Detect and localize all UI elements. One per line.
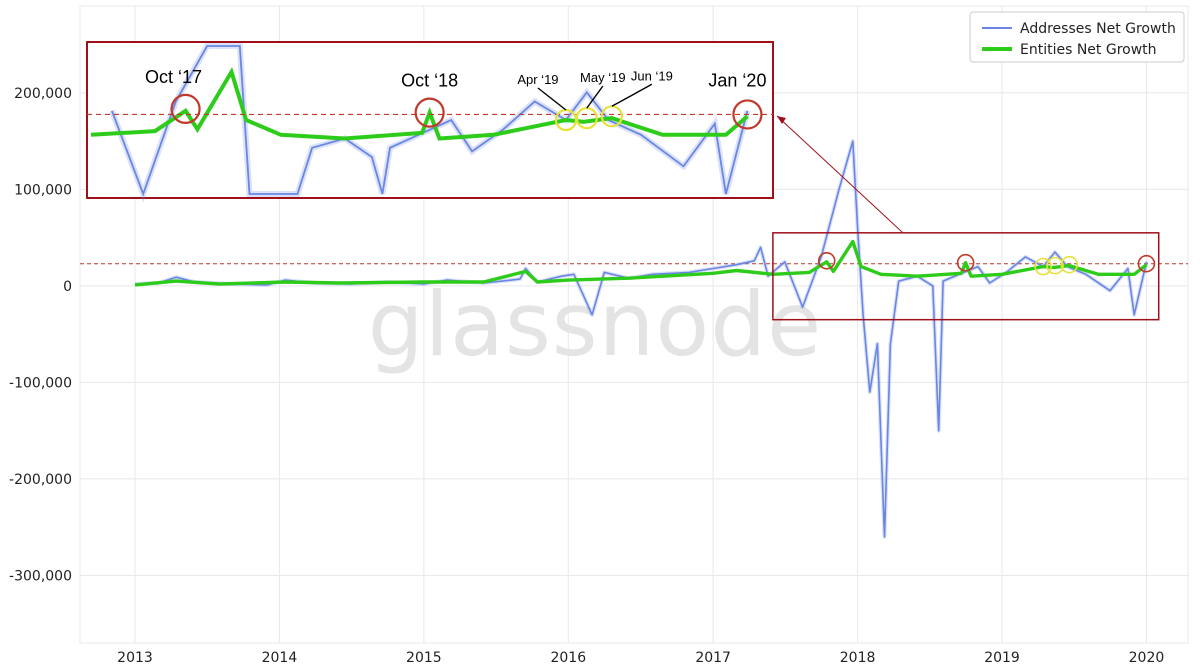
y-tick-label: -100,000 [9, 375, 72, 391]
legend-box [969, 11, 1185, 63]
y-tick-label: 100,000 [14, 182, 72, 198]
highlight-circle [1060, 255, 1079, 274]
inset-addresses-line [111, 45, 749, 197]
inset-connector [776, 115, 904, 234]
inset-label-arrow [537, 87, 567, 111]
inset-label-arrow [611, 83, 653, 107]
x-tick-label: 2015 [406, 650, 442, 666]
plot-frame [79, 5, 1189, 644]
x-tick-label: 2014 [262, 650, 298, 666]
legend-label-entities: Entities Net Growth [1020, 42, 1157, 58]
inset-label: Jan ‘20 [708, 70, 766, 90]
x-tick-label: 2017 [695, 650, 731, 666]
y-tick-label: 200,000 [14, 86, 72, 102]
inset-label-arrow [586, 85, 604, 109]
inset-highlight-circle [732, 99, 763, 130]
x-tick-label: 2016 [550, 650, 586, 666]
legend-label-addresses: Addresses Net Growth [1020, 21, 1176, 37]
inset-label: Oct ‘17 [145, 67, 202, 87]
legend: Addresses Net Growth Entities Net Growth [969, 11, 1185, 63]
highlight-circle [1137, 254, 1156, 273]
highlight-circle [956, 253, 975, 272]
inset-label: Oct ‘18 [401, 71, 458, 91]
zoom-box [772, 232, 1160, 321]
y-tick-label: 0 [63, 279, 72, 295]
inset-label: May ‘19 [580, 70, 626, 85]
watermark: glassnode [368, 273, 823, 376]
axes: 200,000 100,000 0 -100,000 -200,000 -300,000 2… [9, 86, 1164, 666]
y-tick-label: -300,000 [9, 568, 72, 584]
x-tick-label: 2013 [117, 650, 153, 666]
x-tick-label: 2019 [984, 650, 1020, 666]
inset-highlight-circle [170, 93, 201, 125]
highlight-circle [817, 251, 836, 270]
x-tick-label: 2020 [1129, 650, 1165, 666]
series-entities-line [134, 239, 1148, 287]
series [134, 139, 1149, 539]
inset-highlight-circle [414, 97, 445, 128]
inset-label: Apr ‘19 [517, 72, 558, 87]
highlight-circle [1034, 257, 1052, 276]
grid [79, 5, 1189, 644]
x-tick-label: 2018 [840, 650, 876, 666]
inset-label: Jun ‘19 [631, 68, 673, 83]
highlight-circle [1046, 256, 1064, 275]
inset: Oct ‘17 Oct ‘18 Apr ‘19 May ‘19 Jun ‘19 Jan ‘… [86, 41, 904, 234]
y-tick-label: -200,000 [9, 472, 72, 488]
inset-connector-arrowhead [777, 116, 786, 124]
annotations [772, 232, 1160, 321]
